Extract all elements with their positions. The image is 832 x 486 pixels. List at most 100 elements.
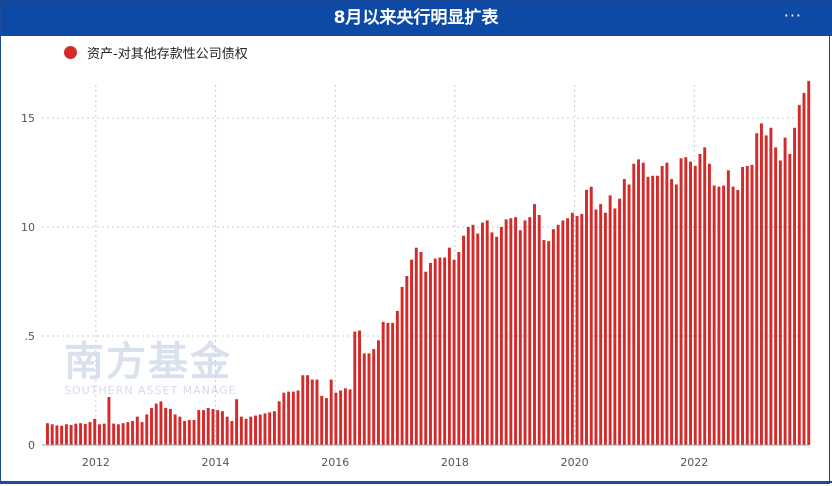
bar [561, 220, 565, 445]
bar [348, 389, 352, 445]
bar [528, 217, 532, 445]
x-tick-label: 2016 [321, 456, 349, 469]
bar [783, 137, 787, 445]
bar [79, 423, 83, 445]
bar [807, 80, 811, 446]
bar [689, 161, 692, 445]
bar [674, 184, 678, 445]
bar [755, 133, 759, 445]
bar [187, 419, 191, 445]
bar [618, 198, 622, 445]
bar [608, 195, 612, 445]
bar [116, 424, 120, 445]
bar [88, 422, 92, 445]
bar [481, 222, 484, 445]
bar [301, 375, 305, 445]
bar [150, 407, 153, 445]
bar [183, 421, 187, 445]
bar [632, 163, 636, 445]
bar [556, 224, 560, 445]
bar [589, 186, 593, 445]
bar [651, 175, 655, 445]
x-tick-label: 2018 [441, 456, 469, 469]
bar [154, 403, 158, 445]
bar [523, 220, 527, 445]
bar [98, 424, 101, 445]
title-bar [0, 0, 832, 36]
bar [443, 257, 447, 445]
legend-swatch [64, 45, 77, 59]
bar [296, 390, 300, 445]
bar [585, 189, 588, 445]
bar [641, 162, 645, 445]
legend-label: 资产-对其他存款性公司债权 [87, 46, 248, 62]
bar [622, 179, 626, 445]
bar [83, 423, 87, 445]
bar [476, 233, 480, 445]
bar [707, 163, 711, 445]
bar [660, 165, 664, 445]
more-options-icon[interactable]: ··· [783, 6, 802, 25]
bar [381, 321, 385, 445]
bar [424, 271, 428, 445]
bar [131, 421, 135, 445]
bar [703, 147, 707, 445]
bar [287, 391, 291, 445]
bar [140, 422, 144, 445]
bar [235, 399, 239, 445]
bar [471, 224, 475, 445]
y-tick-label: 0 [28, 439, 35, 452]
bar [50, 424, 54, 445]
bar [712, 185, 716, 446]
chart-legend[interactable]: 资产-对其他存款性公司债权 [64, 42, 248, 62]
bar [74, 423, 78, 445]
bar [239, 416, 243, 445]
bar [164, 407, 168, 445]
bar [509, 218, 513, 445]
bar [655, 175, 659, 445]
bar [225, 416, 229, 445]
bar [206, 407, 210, 445]
bar [518, 230, 522, 445]
bar [291, 391, 295, 445]
bar [367, 353, 371, 445]
bar [339, 390, 343, 445]
axes: 0 .5 10 15 2012 2014 2016 2018 2020 2022 [21, 112, 808, 469]
watermark-en: SOUTHERN ASSET MANAGE [64, 384, 237, 397]
bar [306, 375, 309, 445]
bar [112, 423, 116, 445]
bar [499, 226, 503, 445]
bar [490, 232, 494, 445]
y-tick-label: 15 [21, 112, 35, 125]
bar [69, 424, 73, 445]
bar [438, 257, 442, 445]
bar [334, 392, 338, 445]
bar [504, 219, 508, 445]
bar [173, 414, 177, 445]
bar [197, 410, 201, 445]
bar [329, 379, 333, 445]
bar [405, 276, 409, 445]
y-tick-label: 10 [21, 221, 35, 234]
bar [533, 204, 536, 445]
bar [145, 414, 149, 445]
bar [258, 414, 262, 445]
bar [457, 252, 461, 445]
bar [745, 165, 749, 445]
bar [414, 247, 418, 445]
bar [613, 208, 617, 445]
bar [722, 185, 726, 446]
bar [759, 123, 763, 445]
bar [60, 425, 64, 445]
bar [244, 418, 248, 445]
bar [764, 135, 768, 445]
bar [693, 165, 697, 445]
bar [466, 226, 470, 445]
bar [362, 353, 366, 445]
bar [717, 186, 721, 445]
bar [121, 423, 125, 445]
bar [343, 388, 347, 445]
bar [324, 398, 328, 445]
